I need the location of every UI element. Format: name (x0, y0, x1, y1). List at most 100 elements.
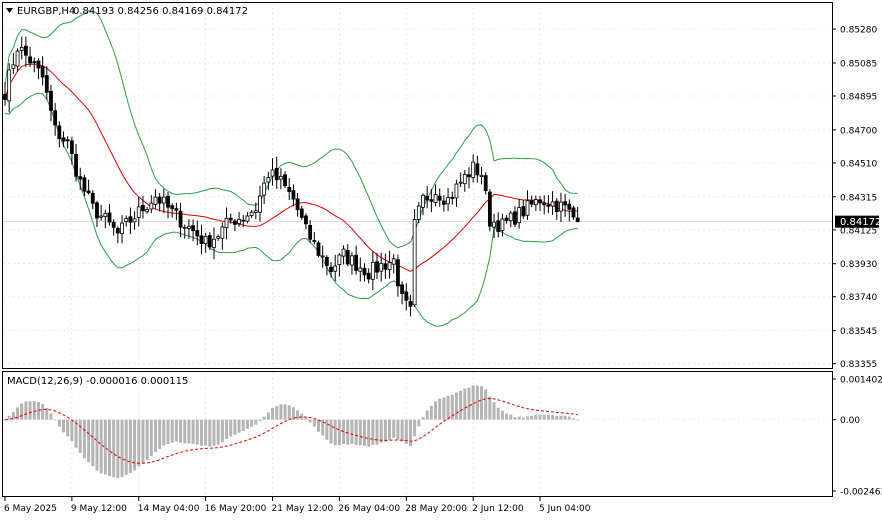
macd-bar (150, 420, 153, 456)
candle-body-bear (576, 218, 579, 222)
candle-body-bull (447, 198, 450, 204)
macd-bar (543, 415, 546, 420)
candle[interactable] (488, 189, 491, 231)
candle-body-bull (8, 70, 11, 101)
candle-body-bear (175, 209, 178, 211)
candle-body-bear (29, 57, 32, 63)
candle-body-bull (534, 199, 537, 204)
macd-bar (509, 415, 512, 420)
macd-bar (242, 420, 245, 431)
macd-bar (154, 420, 157, 452)
candle-body-bear (484, 176, 487, 191)
candle-body-bear (296, 199, 299, 210)
macd-bar (430, 406, 433, 420)
candle-body-bear (292, 191, 295, 200)
macd-bar (367, 420, 370, 447)
candle-body-bear (37, 61, 40, 68)
candle-body-bear (505, 218, 508, 220)
candle-body-bear (309, 225, 312, 239)
candle-body-bull (463, 174, 466, 183)
candle-body-bear (83, 178, 86, 191)
macd-bar (37, 402, 40, 420)
macd-bar (108, 420, 111, 476)
time-tick-label: 26 May 04:00 (338, 504, 400, 514)
macd-bar (501, 411, 504, 420)
macd-bar (41, 404, 44, 419)
macd-bar (426, 411, 429, 420)
price-tick-label: 0.83930 (840, 260, 877, 270)
candle-body-bear (95, 203, 98, 218)
macd-bar (217, 420, 220, 445)
current-price-tag: 0.84172 (835, 216, 881, 229)
candle-body-bull (217, 237, 220, 239)
candle-body-bear (572, 208, 575, 217)
macd-bar (179, 420, 182, 443)
time-tick-label: 28 May 20:00 (405, 504, 467, 514)
candle-body-bull (16, 51, 19, 66)
time-tick-label: 16 May 20:00 (205, 504, 267, 514)
candle-body-bear (396, 260, 399, 286)
macd-bar (54, 420, 57, 421)
macd-bar (413, 420, 416, 437)
candle-body-bear (200, 236, 203, 244)
candle-body-bear (363, 268, 366, 275)
macd-bar (137, 420, 140, 467)
macd-bar (158, 420, 161, 449)
candle-body-bull (338, 255, 341, 264)
macd-bar (438, 399, 441, 420)
candle-body-bear (167, 196, 170, 207)
macd-bar (49, 414, 52, 420)
candle-body-bear (346, 250, 349, 264)
macd-bar (480, 386, 483, 419)
macd-bar (162, 420, 165, 446)
candle-body-bear (430, 200, 433, 202)
macd-bar (20, 403, 23, 419)
candle-body-bear (325, 257, 328, 265)
macd-bar (493, 402, 496, 420)
candle-body-bear (79, 177, 82, 180)
macd-bar (463, 389, 466, 420)
candle-body-bull (20, 47, 23, 50)
candle-body-bull (221, 227, 224, 238)
candle-body-bull (518, 208, 521, 223)
candle-body-bull (480, 175, 483, 176)
time-tick-label: 5 Jun 04:00 (539, 504, 591, 514)
candle-body-bear (330, 267, 333, 271)
current-price-tag-label: 0.84172 (840, 217, 881, 228)
price-panel[interactable]: 0.852800.850850.848950.847000.845100.843… (3, 3, 882, 371)
macd-bar (334, 420, 337, 446)
candle-body-bull (162, 197, 165, 203)
price-tick-label: 0.84700 (840, 126, 877, 136)
candle[interactable] (317, 241, 320, 258)
macd-bar (380, 420, 383, 443)
macd-bar (547, 415, 550, 420)
macd-bar (141, 420, 144, 463)
macd-bar (325, 420, 328, 440)
macd-bar (317, 420, 320, 432)
macd-bar (279, 404, 282, 419)
price-tick-label: 0.83545 (840, 327, 877, 337)
macd-bar (87, 420, 90, 463)
candle-body-bear (547, 205, 550, 206)
candle-body-bear (284, 175, 287, 186)
candle[interactable] (413, 209, 416, 307)
macd-bar (258, 420, 261, 422)
candle-body-bull (258, 196, 261, 212)
candle-body-bull (12, 65, 15, 69)
candle-body-bull (501, 219, 504, 231)
price-tick-label: 0.85280 (840, 26, 877, 36)
time-tick-label: 14 May 04:00 (138, 504, 200, 514)
candle-body-bull (279, 176, 282, 179)
candle-body-bull (133, 219, 136, 222)
symbol-label: EURGBP,H4 (17, 6, 75, 17)
candle-body-bear (66, 140, 69, 141)
candle-body-bear (467, 175, 470, 177)
price-axis: 0.852800.850850.848950.847000.845100.843… (832, 26, 877, 371)
macd-bar (539, 415, 542, 420)
candle-body-bear (49, 91, 52, 110)
macd-bar (376, 420, 379, 445)
